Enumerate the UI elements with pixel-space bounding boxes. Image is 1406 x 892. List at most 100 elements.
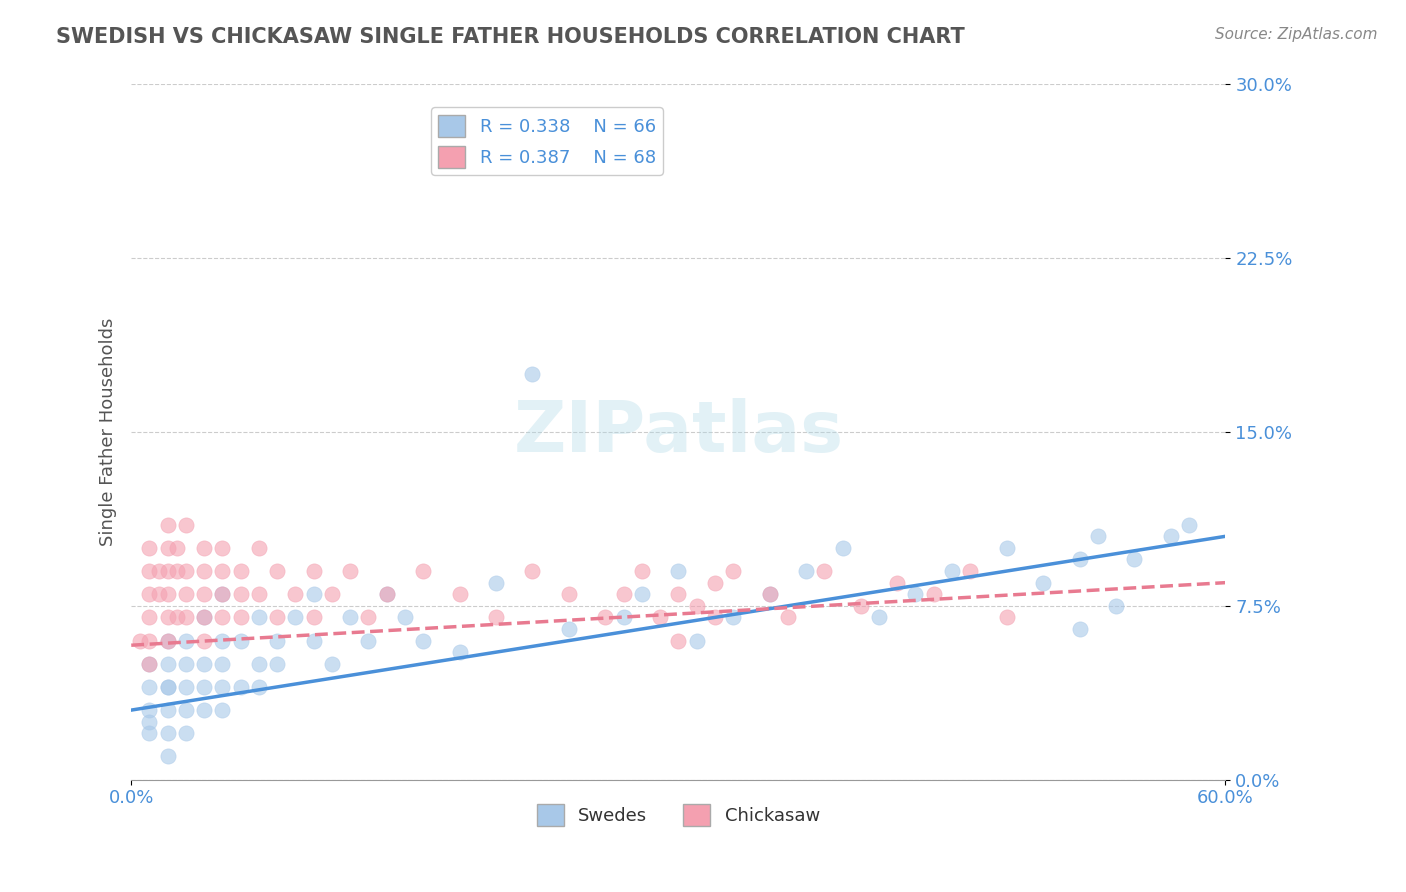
Point: [266, 610, 288, 624]
Text: ZIPatlas: ZIPatlas: [513, 398, 844, 467]
Point: [685, 599, 707, 613]
Point: [156, 633, 179, 648]
Point: [339, 564, 361, 578]
Point: [666, 564, 689, 578]
Point: [321, 657, 343, 671]
Point: [193, 657, 215, 671]
Point: [284, 587, 307, 601]
Point: [193, 610, 215, 624]
Point: [156, 587, 179, 601]
Point: [1160, 529, 1182, 543]
Point: [758, 587, 780, 601]
Point: [193, 564, 215, 578]
Legend: Swedes, Chickasaw: Swedes, Chickasaw: [530, 797, 827, 833]
Y-axis label: Single Father Households: Single Father Households: [100, 318, 117, 546]
Point: [485, 575, 508, 590]
Point: [138, 564, 160, 578]
Point: [138, 657, 160, 671]
Point: [595, 610, 617, 624]
Point: [211, 587, 233, 601]
Point: [522, 367, 544, 381]
Point: [211, 610, 233, 624]
Point: [174, 564, 197, 578]
Point: [922, 587, 945, 601]
Point: [138, 726, 160, 740]
Point: [449, 645, 471, 659]
Point: [995, 610, 1018, 624]
Point: [776, 610, 799, 624]
Point: [266, 657, 288, 671]
Point: [247, 587, 270, 601]
Point: [721, 564, 744, 578]
Point: [193, 703, 215, 717]
Point: [148, 587, 170, 601]
Point: [321, 587, 343, 601]
Point: [138, 657, 160, 671]
Point: [1069, 622, 1091, 636]
Point: [193, 680, 215, 694]
Point: [156, 680, 179, 694]
Point: [156, 726, 179, 740]
Point: [156, 703, 179, 717]
Point: [302, 587, 325, 601]
Point: [247, 541, 270, 555]
Point: [959, 564, 981, 578]
Point: [394, 610, 416, 624]
Point: [375, 587, 398, 601]
Point: [868, 610, 890, 624]
Point: [174, 517, 197, 532]
Point: [1105, 599, 1128, 613]
Point: [302, 633, 325, 648]
Point: [229, 587, 252, 601]
Point: [138, 587, 160, 601]
Point: [166, 610, 188, 624]
Point: [156, 657, 179, 671]
Point: [138, 541, 160, 555]
Point: [357, 610, 380, 624]
Point: [412, 564, 434, 578]
Point: [631, 564, 654, 578]
Point: [613, 610, 636, 624]
Point: [138, 610, 160, 624]
Point: [558, 587, 581, 601]
Point: [138, 714, 160, 729]
Point: [211, 680, 233, 694]
Point: [666, 633, 689, 648]
Point: [156, 680, 179, 694]
Point: [193, 587, 215, 601]
Point: [1123, 552, 1146, 566]
Point: [613, 587, 636, 601]
Point: [138, 680, 160, 694]
Point: [229, 633, 252, 648]
Point: [229, 680, 252, 694]
Point: [703, 575, 725, 590]
Point: [449, 587, 471, 601]
Point: [558, 622, 581, 636]
Point: [813, 564, 835, 578]
Point: [156, 517, 179, 532]
Point: [666, 587, 689, 601]
Point: [758, 587, 780, 601]
Text: Source: ZipAtlas.com: Source: ZipAtlas.com: [1215, 27, 1378, 42]
Point: [1069, 552, 1091, 566]
Point: [302, 610, 325, 624]
Point: [211, 564, 233, 578]
Point: [412, 633, 434, 648]
Point: [174, 703, 197, 717]
Point: [156, 610, 179, 624]
Point: [138, 633, 160, 648]
Point: [156, 749, 179, 764]
Point: [193, 541, 215, 555]
Point: [138, 703, 160, 717]
Point: [522, 564, 544, 578]
Text: SWEDISH VS CHICKASAW SINGLE FATHER HOUSEHOLDS CORRELATION CHART: SWEDISH VS CHICKASAW SINGLE FATHER HOUSE…: [56, 27, 965, 46]
Point: [339, 610, 361, 624]
Point: [266, 633, 288, 648]
Point: [849, 599, 872, 613]
Point: [211, 703, 233, 717]
Point: [193, 610, 215, 624]
Point: [247, 657, 270, 671]
Point: [886, 575, 908, 590]
Point: [156, 564, 179, 578]
Point: [266, 564, 288, 578]
